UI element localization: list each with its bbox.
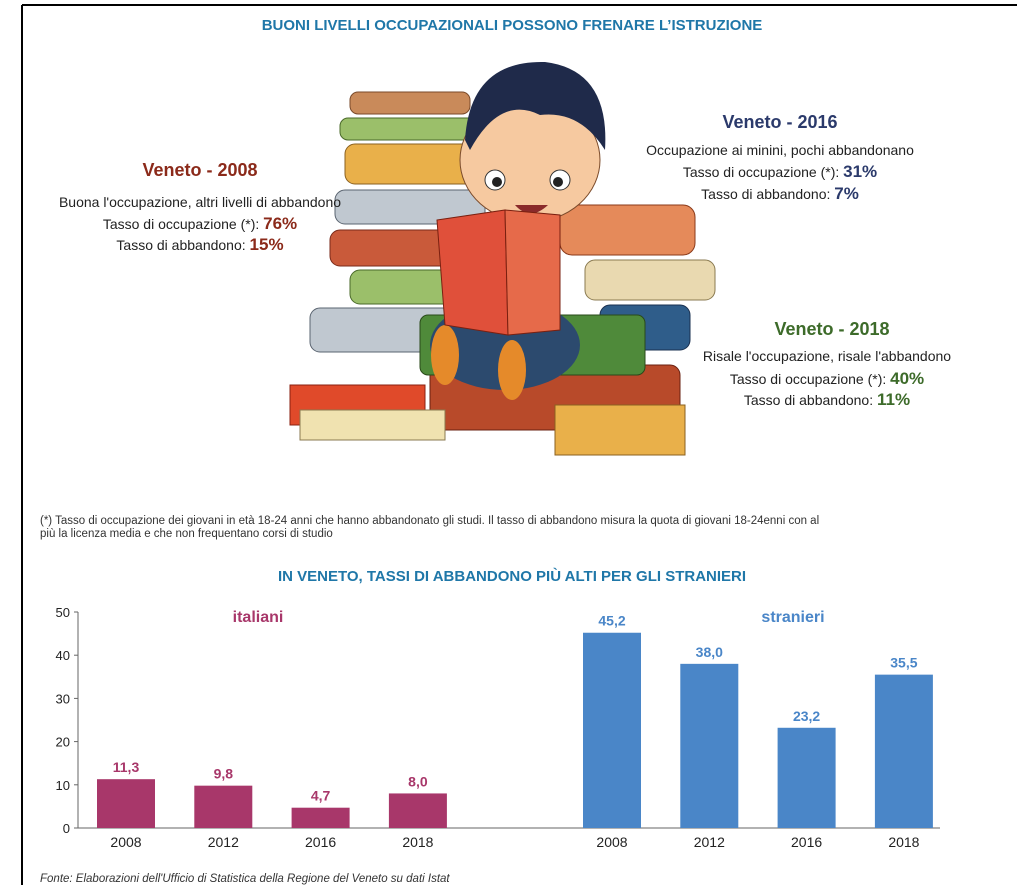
bar xyxy=(389,793,447,828)
dropout-line: Tasso di abbandono: 15% xyxy=(116,235,283,254)
series-name: italiani xyxy=(233,609,284,626)
bar xyxy=(292,808,350,828)
y-tick-label: 20 xyxy=(56,735,70,750)
value: 7% xyxy=(834,184,859,203)
value-label: 23,2 xyxy=(793,708,820,724)
x-tick-label: 2008 xyxy=(596,834,627,850)
block-2016: Veneto - 2016 Occupazione ai minini, poc… xyxy=(646,112,914,203)
y-tick-label: 0 xyxy=(63,821,70,836)
label: Tasso di occupazione (*): xyxy=(730,371,886,387)
x-tick-label: 2012 xyxy=(208,834,239,850)
value: 40% xyxy=(890,369,924,388)
bar xyxy=(194,786,252,828)
x-tick-label: 2008 xyxy=(110,834,141,850)
series-name: stranieri xyxy=(761,609,824,626)
bar xyxy=(778,728,836,828)
label: Tasso di occupazione (*): xyxy=(683,164,839,180)
block-heading: Veneto - 2018 xyxy=(774,319,889,339)
footnote: (*) Tasso di occupazione dei giovani in … xyxy=(40,515,819,527)
value-label: 38,0 xyxy=(696,644,723,660)
value-label: 11,3 xyxy=(113,759,140,775)
chart-title: IN VENETO, TASSI DI ABBANDONO PIÙ ALTI P… xyxy=(278,567,746,585)
x-tick-label: 2018 xyxy=(888,834,919,850)
value-label: 9,8 xyxy=(214,766,234,782)
value-label: 4,7 xyxy=(311,788,331,804)
label: Tasso di abbandono: xyxy=(701,186,830,202)
occupation-line: Tasso di occupazione (*): 31% xyxy=(683,162,877,181)
label: Tasso di abbandono: xyxy=(116,237,245,253)
block-2008: Veneto - 2008 Buona l'occupazione, altri… xyxy=(59,160,341,254)
block-description: Risale l'occupazione, risale l'abbandono xyxy=(703,348,951,364)
bar xyxy=(583,633,641,828)
footnote: più la licenza media e che non frequenta… xyxy=(40,528,333,540)
x-tick-label: 2016 xyxy=(791,834,822,850)
dropout-line: Tasso di abbandono: 11% xyxy=(744,390,910,409)
y-tick-label: 50 xyxy=(56,605,70,620)
occupation-line: Tasso di occupazione (*): 76% xyxy=(103,214,297,233)
block-description: Occupazione ai minini, pochi abbandonano xyxy=(646,142,914,158)
title: BUONI LIVELLI OCCUPAZIONALI POSSONO FREN… xyxy=(262,17,763,34)
y-tick-label: 30 xyxy=(56,691,70,706)
x-tick-label: 2016 xyxy=(305,834,336,850)
occupation-line: Tasso di occupazione (*): 40% xyxy=(730,369,924,388)
page: BUONI LIVELLI OCCUPAZIONALI POSSONO FREN… xyxy=(0,0,1017,885)
label: Tasso di occupazione (*): xyxy=(103,216,259,232)
label: Tasso di abbandono: xyxy=(744,392,873,408)
dropout-line: Tasso di abbandono: 7% xyxy=(701,184,859,203)
value: 11% xyxy=(877,390,910,409)
value-label: 45,2 xyxy=(598,613,625,629)
value-label: 35,5 xyxy=(890,655,917,671)
x-tick-label: 2018 xyxy=(402,834,433,850)
bar xyxy=(680,664,738,828)
value: 31% xyxy=(843,162,877,181)
x-tick-label: 2012 xyxy=(694,834,725,850)
illustration xyxy=(290,62,715,455)
value: 76% xyxy=(263,214,297,233)
block-heading: Veneto - 2016 xyxy=(722,112,837,132)
value: 15% xyxy=(250,235,284,254)
value-label: 8,0 xyxy=(408,773,428,789)
bar xyxy=(97,779,155,828)
block-2018: Veneto - 2018 Risale l'occupazione, risa… xyxy=(703,319,951,409)
y-tick-label: 10 xyxy=(56,778,70,793)
bar xyxy=(875,675,933,828)
block-heading: Veneto - 2008 xyxy=(142,160,257,180)
block-description: Buona l'occupazione, altri livelli di ab… xyxy=(59,194,341,210)
y-tick-label: 40 xyxy=(56,648,70,663)
source: Fonte: Elaborazioni dell'Ufficio di Stat… xyxy=(40,873,450,885)
